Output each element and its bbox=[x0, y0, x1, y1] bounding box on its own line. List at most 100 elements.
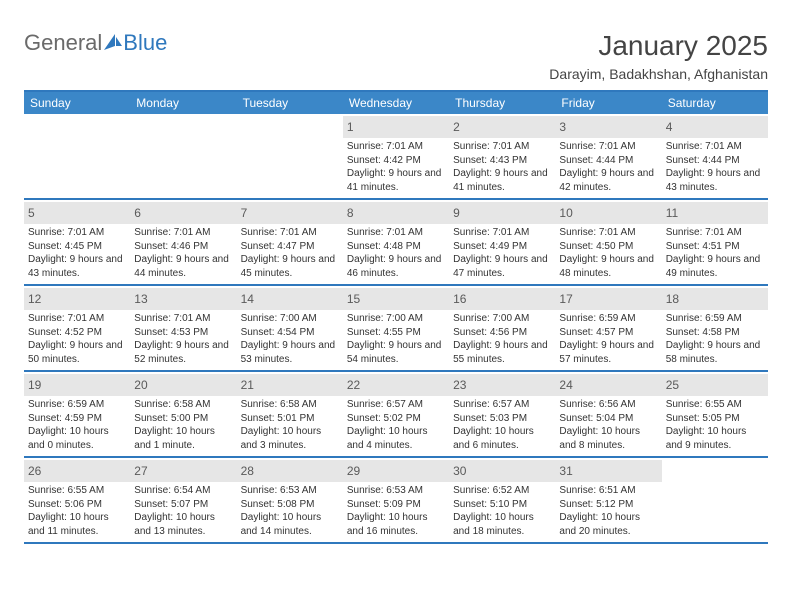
weekday-header: Thursday bbox=[449, 92, 555, 114]
daynum-row: 15 bbox=[343, 288, 449, 310]
sunset-text: Sunset: 4:54 PM bbox=[241, 326, 339, 340]
day-cell: 24Sunrise: 6:56 AMSunset: 5:04 PMDayligh… bbox=[555, 372, 661, 456]
sunrise-text: Sunrise: 7:01 AM bbox=[347, 140, 445, 154]
weekday-header: Monday bbox=[130, 92, 236, 114]
daynum-row: 9 bbox=[449, 202, 555, 224]
week-row: 5Sunrise: 7:01 AMSunset: 4:45 PMDaylight… bbox=[24, 200, 768, 286]
daynum-row: 25 bbox=[662, 374, 768, 396]
day-cell: 31 Sunrise: 6:51 AMSunset: 5:12 PMDayligh… bbox=[555, 458, 661, 542]
day-number: 31 bbox=[559, 464, 572, 478]
day-number: 12 bbox=[28, 292, 41, 306]
day-info: Sunrise: 6:58 AMSunset: 5:01 PMDaylight:… bbox=[241, 398, 339, 452]
day-number: 30 bbox=[453, 464, 466, 478]
sunset-text: Sunset: 5:03 PM bbox=[453, 412, 551, 426]
day-cell: 2Sunrise: 7:01 AMSunset: 4:43 PMDaylight… bbox=[449, 114, 555, 198]
sunset-text: Sunset: 5:12 PM bbox=[559, 498, 657, 512]
day-info: Sunrise: 7:01 AMSunset: 4:52 PMDaylight:… bbox=[28, 312, 126, 366]
day-number: 14 bbox=[241, 292, 254, 306]
sunset-text: Sunset: 4:48 PM bbox=[347, 240, 445, 254]
sunrise-text: Sunrise: 6:55 AM bbox=[28, 484, 126, 498]
daynum-row: 23 bbox=[449, 374, 555, 396]
daynum-row: 21 bbox=[237, 374, 343, 396]
day-info: Sunrise: 6:51 AMSunset: 5:12 PMDaylight:… bbox=[559, 484, 657, 538]
day-info: Sunrise: 6:52 AMSunset: 5:10 PMDaylight:… bbox=[453, 484, 551, 538]
day-cell: 23Sunrise: 6:57 AMSunset: 5:03 PMDayligh… bbox=[449, 372, 555, 456]
calendar-grid: 1Sunrise: 7:01 AMSunset: 4:42 PMDaylight… bbox=[24, 114, 768, 544]
day-cell: 17Sunrise: 6:59 AMSunset: 4:57 PMDayligh… bbox=[555, 286, 661, 370]
day-info: Sunrise: 7:01 AMSunset: 4:44 PMDaylight:… bbox=[666, 140, 764, 194]
day-info: Sunrise: 6:59 AMSunset: 4:58 PMDaylight:… bbox=[666, 312, 764, 366]
sunset-text: Sunset: 5:08 PM bbox=[241, 498, 339, 512]
day-info: Sunrise: 7:00 AMSunset: 4:56 PMDaylight:… bbox=[453, 312, 551, 366]
day-info: Sunrise: 7:01 AMSunset: 4:46 PMDaylight:… bbox=[134, 226, 232, 280]
sunrise-text: Sunrise: 7:00 AM bbox=[347, 312, 445, 326]
day-number: 19 bbox=[28, 378, 41, 392]
sunset-text: Sunset: 4:58 PM bbox=[666, 326, 764, 340]
day-number: 24 bbox=[559, 378, 572, 392]
day-cell: 12 Sunrise: 7:01 AMSunset: 4:52 PMDayligh… bbox=[24, 286, 130, 370]
sunrise-text: Sunrise: 7:01 AM bbox=[666, 226, 764, 240]
day-cell: 14 Sunrise: 7:00 AMSunset: 4:54 PMDayligh… bbox=[237, 286, 343, 370]
daylight-text: Daylight: 10 hours and 18 minutes. bbox=[453, 511, 551, 538]
daylight-text: Daylight: 9 hours and 45 minutes. bbox=[241, 253, 339, 280]
sunset-text: Sunset: 5:00 PM bbox=[134, 412, 232, 426]
weekday-header: Sunday bbox=[24, 92, 130, 114]
day-cell: 19Sunrise: 6:59 AMSunset: 4:59 PMDayligh… bbox=[24, 372, 130, 456]
daylight-text: Daylight: 10 hours and 16 minutes. bbox=[347, 511, 445, 538]
weekday-header-row: Sunday Monday Tuesday Wednesday Thursday… bbox=[24, 92, 768, 114]
sunrise-text: Sunrise: 7:01 AM bbox=[28, 312, 126, 326]
day-info: Sunrise: 6:55 AMSunset: 5:05 PMDaylight:… bbox=[666, 398, 764, 452]
daynum-row: 3 bbox=[555, 116, 661, 138]
daylight-text: Daylight: 9 hours and 55 minutes. bbox=[453, 339, 551, 366]
day-cell bbox=[662, 458, 768, 542]
day-cell: 20Sunrise: 6:58 AMSunset: 5:00 PMDayligh… bbox=[130, 372, 236, 456]
daylight-text: Daylight: 10 hours and 14 minutes. bbox=[241, 511, 339, 538]
day-cell bbox=[237, 114, 343, 198]
sunset-text: Sunset: 5:05 PM bbox=[666, 412, 764, 426]
sunrise-text: Sunrise: 7:00 AM bbox=[453, 312, 551, 326]
sunset-text: Sunset: 4:53 PM bbox=[134, 326, 232, 340]
day-cell: 30 Sunrise: 6:52 AMSunset: 5:10 PMDayligh… bbox=[449, 458, 555, 542]
daylight-text: Daylight: 10 hours and 6 minutes. bbox=[453, 425, 551, 452]
sunset-text: Sunset: 4:42 PM bbox=[347, 154, 445, 168]
day-info: Sunrise: 7:00 AMSunset: 4:54 PMDaylight:… bbox=[241, 312, 339, 366]
day-cell: 28Sunrise: 6:53 AMSunset: 5:08 PMDayligh… bbox=[237, 458, 343, 542]
sunset-text: Sunset: 5:04 PM bbox=[559, 412, 657, 426]
sunrise-text: Sunrise: 6:53 AM bbox=[347, 484, 445, 498]
week-row: 26Sunrise: 6:55 AMSunset: 5:06 PMDayligh… bbox=[24, 458, 768, 544]
daynum-row: 8 bbox=[343, 202, 449, 224]
sunrise-text: Sunrise: 7:01 AM bbox=[453, 226, 551, 240]
daylight-text: Daylight: 9 hours and 57 minutes. bbox=[559, 339, 657, 366]
day-cell: 26Sunrise: 6:55 AMSunset: 5:06 PMDayligh… bbox=[24, 458, 130, 542]
brand-text-1: General bbox=[24, 30, 102, 56]
sunrise-text: Sunrise: 6:57 AM bbox=[347, 398, 445, 412]
day-info: Sunrise: 7:01 AMSunset: 4:42 PMDaylight:… bbox=[347, 140, 445, 194]
day-number: 11 bbox=[666, 206, 678, 220]
day-cell: 27Sunrise: 6:54 AMSunset: 5:07 PMDayligh… bbox=[130, 458, 236, 542]
sunset-text: Sunset: 4:59 PM bbox=[28, 412, 126, 426]
sunset-text: Sunset: 4:45 PM bbox=[28, 240, 126, 254]
day-number: 23 bbox=[453, 378, 466, 392]
daylight-text: Daylight: 9 hours and 43 minutes. bbox=[28, 253, 126, 280]
day-cell: 6Sunrise: 7:01 AMSunset: 4:46 PMDaylight… bbox=[130, 200, 236, 284]
sunrise-text: Sunrise: 7:01 AM bbox=[134, 312, 232, 326]
sunrise-text: Sunrise: 7:01 AM bbox=[28, 226, 126, 240]
daylight-text: Daylight: 10 hours and 8 minutes. bbox=[559, 425, 657, 452]
week-row: 1Sunrise: 7:01 AMSunset: 4:42 PMDaylight… bbox=[24, 114, 768, 200]
day-number: 21 bbox=[241, 378, 254, 392]
daynum-row: 17 bbox=[555, 288, 661, 310]
daynum-row: 31 bbox=[555, 460, 661, 482]
sunset-text: Sunset: 4:46 PM bbox=[134, 240, 232, 254]
day-info: Sunrise: 7:01 AMSunset: 4:48 PMDaylight:… bbox=[347, 226, 445, 280]
daynum-row: 22 bbox=[343, 374, 449, 396]
day-info: Sunrise: 7:01 AMSunset: 4:47 PMDaylight:… bbox=[241, 226, 339, 280]
brand-text-2: Blue bbox=[123, 30, 167, 56]
daylight-text: Daylight: 10 hours and 11 minutes. bbox=[28, 511, 126, 538]
sunset-text: Sunset: 5:02 PM bbox=[347, 412, 445, 426]
day-number: 22 bbox=[347, 378, 360, 392]
day-number: 16 bbox=[453, 292, 466, 306]
sunset-text: Sunset: 4:44 PM bbox=[666, 154, 764, 168]
day-info: Sunrise: 7:01 AMSunset: 4:49 PMDaylight:… bbox=[453, 226, 551, 280]
day-number: 2 bbox=[453, 120, 460, 134]
sunrise-text: Sunrise: 7:01 AM bbox=[134, 226, 232, 240]
